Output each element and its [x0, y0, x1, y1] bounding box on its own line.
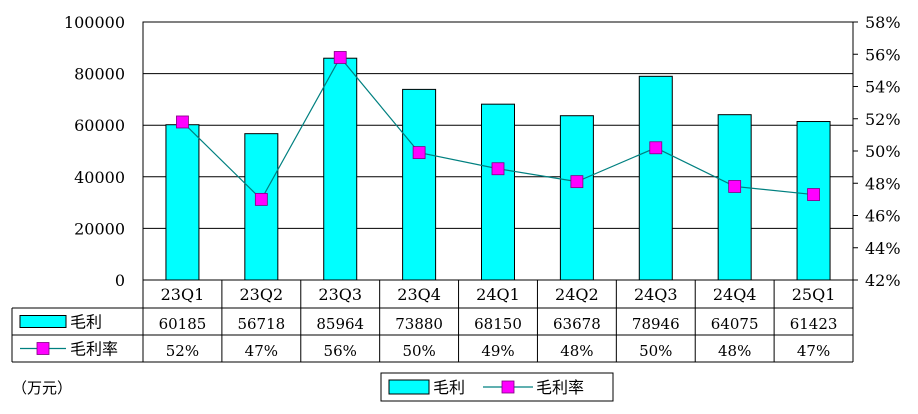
y-tick-right: 44%: [865, 239, 901, 258]
table-cell-line: 50%: [639, 342, 672, 360]
y-tick-right: 56%: [865, 45, 901, 64]
line-marker: [807, 188, 820, 201]
table-cell-bar: 60185: [159, 315, 207, 333]
row-label-line: 毛利率: [70, 340, 118, 359]
row-key-bar: [19, 315, 67, 328]
x-tick: 23Q3: [318, 285, 362, 304]
table-cell-line: 49%: [481, 342, 514, 360]
y-tick-right: 46%: [865, 207, 901, 226]
table-cell-line: 52%: [166, 342, 199, 360]
line-marker: [728, 180, 742, 193]
bar: [481, 103, 515, 281]
y-tick-left: 0: [115, 271, 125, 290]
table-cell-line: 47%: [245, 342, 278, 360]
line-marker: [176, 115, 189, 129]
line-series: [176, 51, 820, 206]
row-label-bar: 毛利: [70, 313, 102, 332]
y-tick-right: 54%: [865, 78, 901, 97]
line-marker: [412, 146, 426, 160]
y-tick-right: 50%: [865, 142, 901, 161]
y-tick-right: 52%: [865, 110, 901, 129]
line-marker: [649, 141, 663, 155]
legend-label-line: 毛利率: [536, 378, 584, 397]
table-cell-bar: 63678: [553, 315, 601, 333]
bar: [323, 57, 358, 281]
line-marker: [570, 175, 584, 189]
bar: [638, 75, 673, 281]
table-cell-bar: 61423: [790, 315, 838, 333]
data-table: 23Q1 60185 52% 23Q2 56718 47% 23Q3 85964 56% 23Q4…: [11, 280, 854, 363]
bar: [717, 114, 752, 281]
x-tick: 24Q1: [476, 285, 520, 304]
table-cell-line: 48%: [718, 342, 751, 360]
y-tick-right: 42%: [865, 271, 901, 290]
bar: [165, 124, 200, 281]
y-tick-left: 100000: [64, 13, 125, 32]
line-marker: [491, 162, 505, 176]
x-tick: 25Q1: [792, 285, 836, 304]
table-cell-line: 47%: [797, 342, 830, 360]
legend-swatch-bar: [388, 379, 430, 395]
line-marker: [333, 51, 347, 64]
y-tick-left: 80000: [74, 65, 125, 84]
axes: [142, 21, 858, 281]
table-cell-bar: 64075: [711, 315, 759, 333]
row-key-marker: [36, 342, 50, 355]
bar-series: [165, 57, 831, 281]
tick-labels: 0 20000 40000 60000 80000 100000 42% 44% 46% 48% 5…: [64, 13, 901, 290]
table-cell-bar: 68150: [474, 315, 522, 333]
x-tick: 24Q3: [634, 285, 678, 304]
y-tick-left: 40000: [74, 168, 125, 187]
x-tick: 24Q2: [555, 285, 599, 304]
y-tick-right: 58%: [865, 13, 901, 32]
legend-label-bar: 毛利: [433, 378, 465, 397]
x-tick: 24Q4: [713, 285, 757, 304]
table-cell-line: 48%: [560, 342, 593, 360]
x-tick: 23Q2: [240, 285, 284, 304]
bar: [244, 133, 279, 281]
legend-swatch-marker: [501, 380, 515, 394]
line-marker: [254, 192, 268, 206]
bar: [559, 115, 594, 281]
x-tick: 23Q4: [397, 285, 441, 304]
x-tick: 23Q1: [161, 285, 205, 304]
y-tick-left: 20000: [74, 219, 125, 238]
y-tick-right: 48%: [865, 174, 901, 193]
table-cell-line: 50%: [402, 342, 435, 360]
bar: [402, 88, 437, 281]
table-cell-bar: 85964: [316, 315, 364, 333]
table-cell-bar: 56718: [237, 315, 285, 333]
table-cell-bar: 73880: [395, 315, 443, 333]
legend: 毛利 毛利率: [380, 372, 614, 402]
table-cell-line: 56%: [324, 342, 357, 360]
unit-label: （万元）: [12, 379, 73, 397]
table-cell-bar: 78946: [632, 315, 680, 333]
y-tick-left: 60000: [74, 116, 125, 135]
